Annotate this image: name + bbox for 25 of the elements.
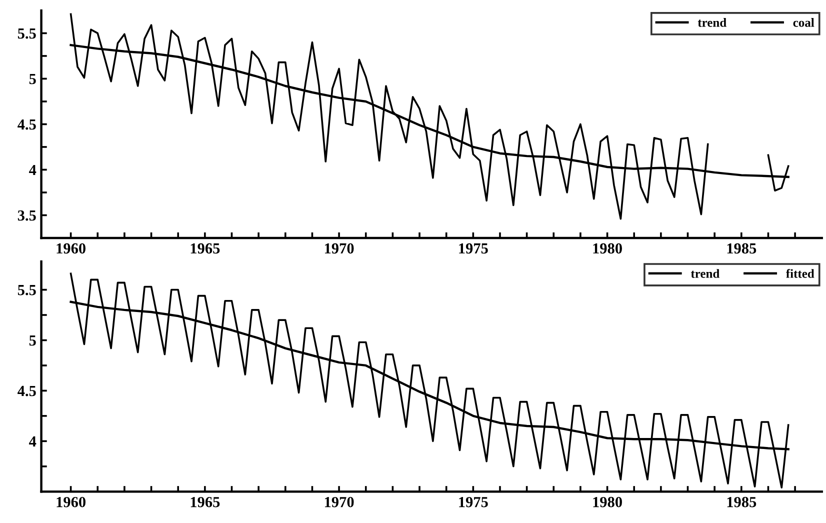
legend-label: coal bbox=[793, 18, 814, 27]
y-tick-label: 5.5 bbox=[18, 285, 36, 296]
legend-label: fitted bbox=[786, 268, 814, 278]
x-tick-label: 1985 bbox=[727, 243, 756, 254]
x-tick-label: 1980 bbox=[593, 243, 622, 254]
x-tick-label: 1980 bbox=[593, 496, 622, 508]
y-tick-label: 4.5 bbox=[18, 386, 36, 396]
x-tick-label: 1970 bbox=[324, 243, 354, 254]
x-tick-label: 1975 bbox=[459, 496, 488, 508]
x-tick-label: 1960 bbox=[56, 243, 86, 254]
x-tick-label: 1985 bbox=[727, 496, 756, 508]
x-tick-label: 1965 bbox=[190, 243, 220, 254]
y-tick-label: 4 bbox=[29, 164, 36, 176]
x-tick-label: 1975 bbox=[459, 243, 488, 254]
legend-label: trend bbox=[690, 269, 720, 278]
y-tick-label: 5 bbox=[29, 74, 36, 84]
y-tick-label: 5.5 bbox=[18, 28, 36, 39]
y-tick-label: 4.5 bbox=[18, 119, 36, 130]
legend-label: trend bbox=[698, 18, 726, 27]
x-tick-label: 1965 bbox=[190, 496, 220, 508]
y-tick-label: 3.5 bbox=[18, 210, 36, 221]
x-tick-label: 1960 bbox=[56, 496, 86, 508]
y-tick-label: 4 bbox=[29, 436, 36, 446]
y-tick-label: 5 bbox=[29, 336, 36, 346]
x-tick-label: 1970 bbox=[324, 496, 354, 508]
